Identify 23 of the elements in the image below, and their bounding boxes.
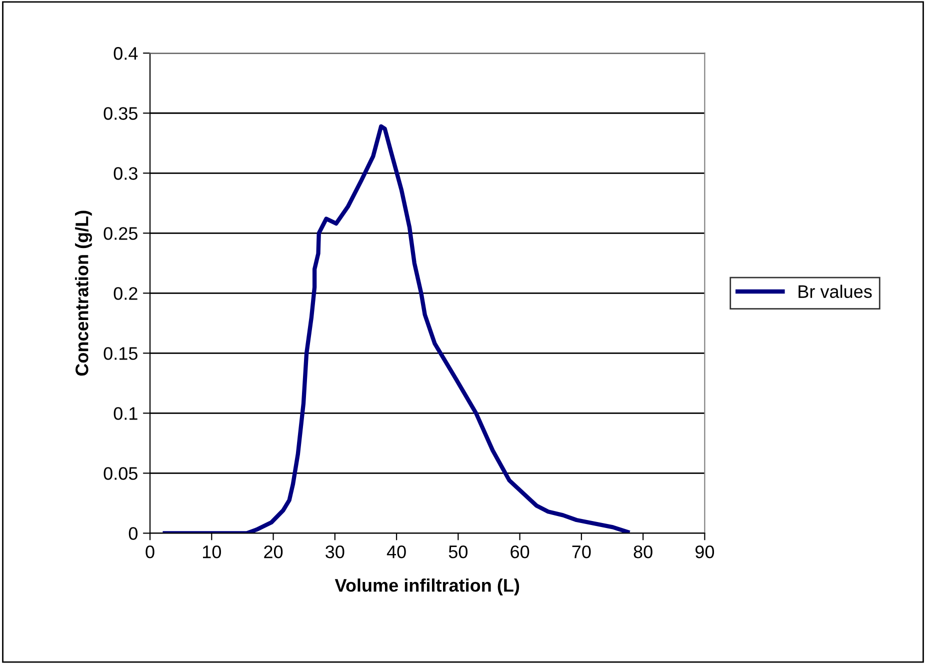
x-tick-label: 0 bbox=[146, 545, 154, 558]
y-tick-label: 0.4 bbox=[114, 47, 138, 60]
x-tick-label: 40 bbox=[386, 545, 406, 558]
x-tick-label: 90 bbox=[695, 545, 714, 558]
x-axis-title: Volume infiltration (L) bbox=[334, 578, 520, 596]
x-tick-label: 70 bbox=[572, 545, 591, 558]
y-tick-label: 0.15 bbox=[104, 347, 138, 360]
y-tick-label: 0.1 bbox=[114, 407, 138, 420]
x-tick-label: 20 bbox=[264, 545, 283, 558]
x-tick-label: 10 bbox=[202, 545, 221, 558]
x-tick-label: 60 bbox=[510, 545, 530, 558]
y-tick-label: 0.05 bbox=[104, 467, 138, 480]
x-tick-label: 80 bbox=[634, 545, 652, 558]
y-tick-label: 0 bbox=[128, 527, 138, 540]
line-series bbox=[162, 124, 630, 534]
y-tick-label: 0.35 bbox=[104, 107, 138, 120]
y-axis-title: Concentration (g/L) bbox=[75, 210, 92, 376]
y-tick-label: 0.3 bbox=[114, 167, 138, 180]
legend-label: Br values bbox=[798, 284, 872, 298]
y-tick-label: 0.2 bbox=[114, 287, 138, 300]
y-tick-label: 0.25 bbox=[104, 227, 138, 240]
x-tick-label: 30 bbox=[326, 545, 344, 558]
x-tick-label: 50 bbox=[448, 545, 468, 558]
